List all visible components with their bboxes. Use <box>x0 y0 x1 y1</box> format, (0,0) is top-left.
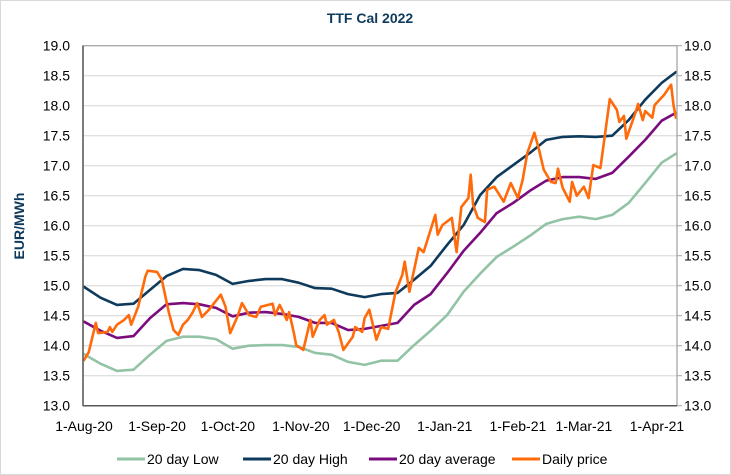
legend-label: 20 day Low <box>147 451 219 467</box>
x-tick-label: 1-Feb-21 <box>489 418 546 434</box>
y-tick-label-left: 19.0 <box>43 38 70 54</box>
y-tick-label-left: 16.5 <box>43 188 70 204</box>
x-tick-label: 1-Nov-20 <box>272 418 330 434</box>
axes: 13.0 13.0 13.5 13.5 14.0 14.0 14.5 14.5 15.0 15.0… <box>43 38 712 434</box>
y-tick-label-left: 15.5 <box>43 248 70 264</box>
gridlines <box>83 75 677 377</box>
series-lines <box>82 70 678 373</box>
y-tick-label-left: 15.0 <box>43 278 70 294</box>
y-tick-label-right: 13.0 <box>684 398 711 414</box>
x-tick-label: 1-Apr-21 <box>630 418 685 434</box>
y-tick-label-right: 14.0 <box>684 338 711 354</box>
series-line-20-day-high <box>82 70 678 307</box>
y-tick-label-left: 16.0 <box>43 218 70 234</box>
y-tick-label-right: 16.5 <box>684 188 711 204</box>
y-tick-label-right: 14.5 <box>684 308 711 324</box>
y-tick-label-right: 15.0 <box>684 278 711 294</box>
chart-title: TTF Cal 2022 <box>327 10 414 26</box>
y-tick-label-left: 14.0 <box>43 338 70 354</box>
x-tick-label: 1-Mar-21 <box>555 418 612 434</box>
series-line-20-day-low <box>82 152 678 373</box>
y-tick-label-right: 19.0 <box>684 38 711 54</box>
y-tick-label-left: 18.0 <box>43 98 70 114</box>
y-axis-label: EUR/MWh <box>11 193 27 260</box>
y-tick-label-left: 13.5 <box>43 368 70 384</box>
legend-label: 20 day High <box>273 451 348 467</box>
y-tick-label-right: 17.0 <box>684 158 711 174</box>
y-tick-label-right: 18.5 <box>684 68 711 84</box>
y-tick-label-left: 13.0 <box>43 398 70 414</box>
legend: 20 day Low 20 day High 20 day average Daily… <box>117 451 608 467</box>
x-tick-label: 1-Dec-20 <box>343 418 401 434</box>
y-tick-label-right: 17.5 <box>684 128 711 144</box>
y-tick-label-left: 14.5 <box>43 308 70 324</box>
y-tick-label-right: 18.0 <box>684 98 711 114</box>
x-tick-label: 1-Sep-20 <box>128 418 186 434</box>
y-tick-label-left: 17.5 <box>43 128 70 144</box>
y-tick-label-left: 17.0 <box>43 158 70 174</box>
x-tick-label: 1-Aug-20 <box>55 418 113 434</box>
series-line-daily-price <box>82 83 678 362</box>
x-tick-label: 1-Oct-20 <box>201 418 256 434</box>
legend-label: Daily price <box>542 451 608 467</box>
y-tick-label-right: 16.0 <box>684 218 711 234</box>
y-tick-label-right: 15.5 <box>684 248 711 264</box>
legend-label: 20 day average <box>399 451 496 467</box>
y-tick-label-left: 18.5 <box>43 68 70 84</box>
y-tick-label-right: 13.5 <box>684 368 711 384</box>
x-tick-label: 1-Jan-21 <box>417 418 472 434</box>
